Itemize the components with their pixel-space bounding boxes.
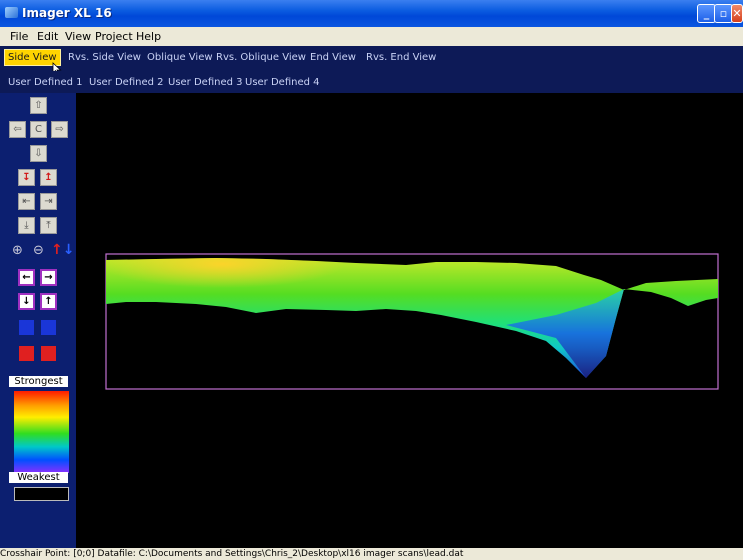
menu-edit[interactable]: Edit [37, 30, 59, 43]
tab-user-defined-2[interactable]: User Defined 2 [89, 77, 164, 88]
menu-bar: File Edit View Project Help [0, 27, 743, 46]
color-scale-bar [14, 391, 69, 473]
blue-minus-button[interactable]: − [40, 319, 57, 336]
status-bar: Crosshair Point: [0;0] Datafile: C:\Docu… [0, 548, 743, 560]
shift-up-button[interactable]: ↑ [40, 293, 57, 310]
menu-project[interactable]: Project [95, 30, 133, 43]
red-plus-button[interactable]: + [18, 345, 35, 362]
tab-user-defined-3[interactable]: User Defined 3 [168, 77, 243, 88]
scan-highlight [106, 258, 718, 378]
view-tabs: Side View Rvs. Side View Oblique View Rv… [0, 46, 743, 75]
title-bar: Imager XL 16 _ ▫ ✕ [0, 0, 743, 27]
plot-frame [105, 253, 719, 390]
window-title: Imager XL 16 [22, 6, 112, 20]
shrink-horizontal-button[interactable]: ⇥ [40, 193, 57, 210]
shift-left-button[interactable]: ← [18, 269, 35, 286]
tab-oblique-view[interactable]: Oblique View [147, 52, 213, 63]
zoom-out-icon[interactable]: ⊖ [33, 243, 44, 258]
move-up-button[interactable]: ⇧ [30, 97, 47, 114]
tab-end-view[interactable]: End View [310, 52, 356, 63]
zoom-in-icon[interactable]: ⊕ [12, 243, 23, 258]
close-button[interactable]: ✕ [731, 4, 743, 23]
menu-view[interactable]: View [65, 30, 92, 43]
move-right-button[interactable]: ⇨ [51, 121, 68, 138]
center-button[interactable]: C [30, 121, 47, 138]
side-view-plot[interactable] [76, 93, 743, 548]
rotate-left-button[interactable]: ↧ [18, 169, 35, 186]
legend-strongest-label: Strongest [9, 376, 68, 387]
blue-plus-button[interactable]: + [18, 319, 35, 336]
menu-help[interactable]: Help [136, 30, 162, 43]
stretch-vertical-button[interactable]: ⤓ [18, 217, 35, 234]
tab-rvs-end-view[interactable]: Rvs. End View [366, 52, 437, 63]
tab-user-defined-1[interactable]: User Defined 1 [8, 77, 83, 88]
shrink-vertical-button[interactable]: ⤒ [40, 217, 57, 234]
app-icon [5, 7, 18, 18]
shift-right-button[interactable]: → [40, 269, 57, 286]
main-area: ⇧ ⇦ C ⇨ ⇩ ↧ ↥ ⇤ ⇥ ⤓ ⤒ ⊕ ⊖ ↑↓ ← → ↓ ↑ + −… [0, 93, 743, 548]
rotate-right-button[interactable]: ↥ [40, 169, 57, 186]
legend-weakest-label: Weakest [9, 472, 68, 483]
red-minus-button[interactable]: − [40, 345, 57, 362]
scan-anomaly [506, 289, 624, 378]
shift-down-button[interactable]: ↓ [18, 293, 35, 310]
stretch-horizontal-button[interactable]: ⇤ [18, 193, 35, 210]
flip-vertical-icon[interactable]: ↑↓ [51, 242, 75, 258]
tab-rvs-oblique-view[interactable]: Rvs. Oblique View [216, 52, 306, 63]
control-panel: ⇧ ⇦ C ⇨ ⇩ ↧ ↥ ⇤ ⇥ ⤓ ⤒ ⊕ ⊖ ↑↓ ← → ↓ ↑ + −… [0, 93, 76, 548]
weakest-swatch [14, 487, 69, 501]
tab-side-view[interactable]: Side View [4, 49, 61, 66]
tab-user-defined-4[interactable]: User Defined 4 [245, 77, 320, 88]
tab-rvs-side-view[interactable]: Rvs. Side View [68, 52, 141, 63]
move-left-button[interactable]: ⇦ [9, 121, 26, 138]
menu-file[interactable]: File [10, 30, 29, 43]
move-down-button[interactable]: ⇩ [30, 145, 47, 162]
user-tabs: User Defined 1 User Defined 2 User Defin… [0, 71, 743, 93]
